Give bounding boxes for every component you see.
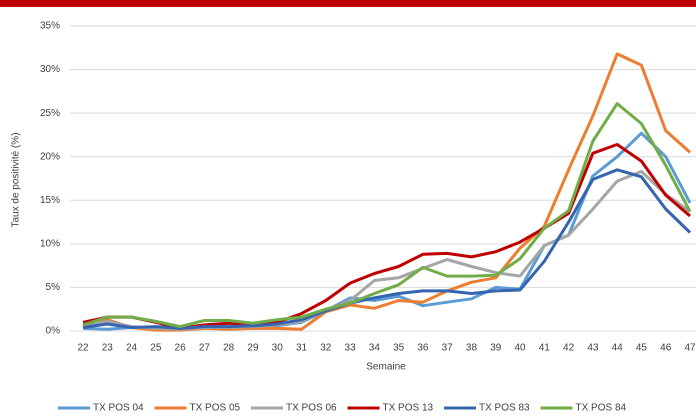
x-tick-label: 35	[393, 343, 405, 354]
series-line	[82, 168, 692, 330]
header-band	[0, 0, 696, 7]
x-tick-label: 45	[636, 343, 648, 354]
x-tick-label: 27	[199, 343, 211, 354]
x-tick-label: 34	[369, 343, 381, 354]
legend-label: TX POS 83	[479, 403, 530, 414]
x-tick-label: 41	[539, 343, 551, 354]
x-tick-label: 44	[612, 343, 624, 354]
series-line	[82, 131, 692, 331]
x-axis-label: Semaine	[366, 362, 406, 373]
x-tick-label: 30	[272, 343, 284, 354]
x-tick-label: 40	[514, 343, 526, 354]
y-tick-label: 0%	[46, 326, 61, 337]
x-tick-label: 32	[320, 343, 332, 354]
x-tick-label: 43	[587, 343, 599, 354]
x-tick-label: 42	[563, 343, 575, 354]
y-tick-label: 35%	[40, 21, 60, 32]
x-tick-label: 47	[684, 343, 696, 354]
x-tick-label: 22	[77, 343, 89, 354]
y-tick-label: 10%	[40, 238, 60, 249]
x-tick-label: 37	[442, 343, 454, 354]
x-tick-label: 26	[175, 343, 187, 354]
x-tick-label: 33	[345, 343, 357, 354]
x-tick-label: 38	[466, 343, 478, 354]
y-tick-label: 5%	[46, 282, 61, 293]
x-tick-label: 28	[223, 343, 235, 354]
x-tick-label: 36	[417, 343, 429, 354]
y-axis-label: Taux de positivité (%)	[11, 132, 22, 227]
legend-label: TX POS 13	[383, 403, 434, 414]
x-tick-label: 25	[150, 343, 162, 354]
y-tick-label: 30%	[40, 64, 60, 75]
y-tick-label: 25%	[40, 108, 60, 119]
y-tick-label: 20%	[40, 151, 60, 162]
series-line	[82, 102, 692, 329]
x-tick-label: 23	[102, 343, 114, 354]
legend-label: TX POS 06	[286, 403, 337, 414]
x-tick-label: 29	[247, 343, 259, 354]
y-tick-label: 15%	[40, 195, 60, 206]
legend-label: TX POS 05	[190, 403, 241, 414]
x-tick-label: 24	[126, 343, 138, 354]
legend-label: TX POS 84	[576, 403, 627, 414]
x-tick-label: 46	[660, 343, 672, 354]
legend-label: TX POS 04	[93, 403, 144, 414]
x-tick-label: 31	[296, 343, 308, 354]
x-tick-label: 39	[490, 343, 502, 354]
